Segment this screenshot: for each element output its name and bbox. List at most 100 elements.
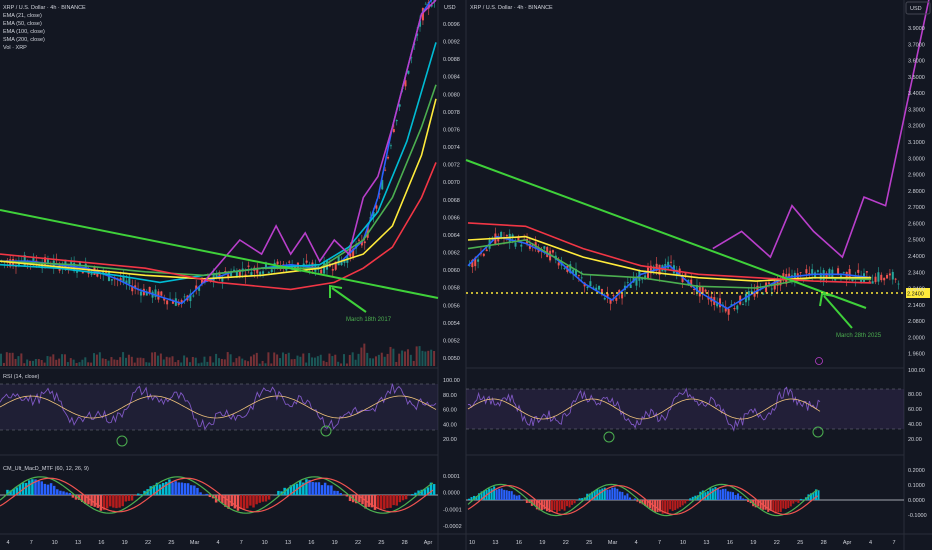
left-candle-body <box>395 120 398 122</box>
right-candle-body <box>693 288 696 290</box>
left-trendline[interactable] <box>0 209 439 299</box>
left-macd-bar <box>56 489 59 495</box>
left-macd-bar <box>112 495 115 508</box>
left-volume-bar <box>8 352 11 366</box>
left-macd-bar <box>395 495 399 506</box>
left-macd-bar <box>68 493 72 495</box>
left-macd-bar <box>12 489 15 495</box>
left-macd-tick: -0.0001 <box>443 507 462 513</box>
left-volume-bar <box>17 356 20 366</box>
right-time-tick: 19 <box>750 540 756 546</box>
left-volume-bar <box>290 359 293 366</box>
right-macd-bar <box>789 500 792 507</box>
right-candle-body <box>482 253 485 256</box>
left-time-tick: 16 <box>98 540 104 546</box>
right-candle-body <box>670 261 673 263</box>
left-volume-bar <box>401 350 404 366</box>
left-candle-body <box>32 256 35 265</box>
left-macd-bar <box>171 482 174 495</box>
left-price-tick: 0.0066 <box>443 215 460 221</box>
left-macd-line <box>0 476 434 514</box>
right-candle-body <box>799 272 802 274</box>
right-macd-bar <box>573 500 576 504</box>
left-volume-bar <box>412 360 415 366</box>
right-candle-body <box>621 294 624 299</box>
right-macd-bar <box>510 491 513 500</box>
left-macd-bar <box>31 479 34 495</box>
left-volume-bar <box>325 362 328 366</box>
left-macd-bar <box>218 495 221 501</box>
right-candle-body <box>825 273 828 279</box>
left-candle-body <box>145 291 148 296</box>
right-macd-bar <box>543 500 546 510</box>
left-price-tick: 0.0056 <box>443 303 460 309</box>
left-candle-body <box>294 266 297 268</box>
right-macd-bar <box>656 500 659 512</box>
right-trendline[interactable] <box>465 159 867 309</box>
left-macd-bar <box>202 494 205 495</box>
left-macd-bar <box>180 482 184 495</box>
left-volume-bar <box>154 352 157 366</box>
left-candle-body <box>87 268 90 274</box>
left-macd-bar <box>9 490 12 495</box>
left-candle-body <box>154 289 157 298</box>
left-volume-bar <box>183 355 186 366</box>
right-candle-body <box>877 272 880 282</box>
currency-button[interactable] <box>905 1 931 15</box>
right-event-marker-icon[interactable] <box>815 357 823 365</box>
left-volume-bar <box>406 349 409 366</box>
left-volume-bar <box>281 352 284 366</box>
left-macd-bar <box>258 495 261 503</box>
left-macd-bar <box>34 479 37 495</box>
right-candle-body <box>845 271 848 280</box>
left-volume-bar <box>316 356 319 366</box>
right-price-tick: 2.0800 <box>908 319 925 325</box>
left-volume-bar <box>284 354 287 366</box>
right-candle-body <box>667 261 670 269</box>
right-candle-body <box>891 271 894 280</box>
left-series-line-4 <box>0 162 437 291</box>
left-volume-bar <box>357 353 360 366</box>
right-price-tick: 2.9000 <box>908 173 925 179</box>
left-volume-bar <box>191 356 194 366</box>
right-macd-bar <box>550 500 553 512</box>
right-macd-bar <box>548 500 551 513</box>
left-volume-bar <box>145 362 148 366</box>
right-macd-tick: 0.2000 <box>908 468 925 474</box>
left-candle-body <box>192 295 195 297</box>
right-candle-body <box>727 308 730 315</box>
right-macd-bar <box>669 500 672 510</box>
right-price-tick: 3.3000 <box>908 107 925 113</box>
left-candle-body <box>235 271 238 278</box>
right-candles <box>468 227 900 321</box>
left-price-tick: 0.0076 <box>443 127 460 133</box>
left-indicator-4: Vol · XRP <box>3 45 27 51</box>
left-candle-body <box>230 272 233 277</box>
left-candle-body <box>259 271 262 275</box>
left-time-tick: 22 <box>145 540 151 546</box>
right-candle-body <box>485 249 488 252</box>
left-macd-bar <box>43 483 47 495</box>
left-volume-bar <box>5 352 8 366</box>
left-candle-body <box>148 286 151 293</box>
left-volume-bar <box>287 352 290 366</box>
left-rsi-ma-line <box>0 395 437 419</box>
left-candle-body <box>430 5 433 7</box>
left-volume-bar <box>43 362 46 366</box>
left-macd-bar <box>183 483 187 495</box>
right-price-tick: 2.1400 <box>908 303 925 309</box>
left-macd-bar <box>355 495 358 504</box>
left-volume-bar <box>255 352 258 366</box>
right-candle-body <box>569 264 572 273</box>
left-time-tick: 16 <box>308 540 314 546</box>
axis-labels: 0.0096 0.0092 0.0088 0.0084 0.0080 0.0078 0.00… <box>6 22 926 546</box>
left-volume-bar <box>174 362 177 366</box>
left-macd-label: CM_Ult_MacD_MTF (60, 12, 26, 9) <box>3 466 89 472</box>
left-candle-body <box>166 300 169 305</box>
left-volume-bar <box>377 354 380 366</box>
left-time-tick: 25 <box>168 540 174 546</box>
left-macd-bar <box>59 490 62 495</box>
left-volume-bar <box>351 352 354 366</box>
right-macd-bar <box>488 488 491 500</box>
right-price-tick: 3.9000 <box>908 26 925 32</box>
